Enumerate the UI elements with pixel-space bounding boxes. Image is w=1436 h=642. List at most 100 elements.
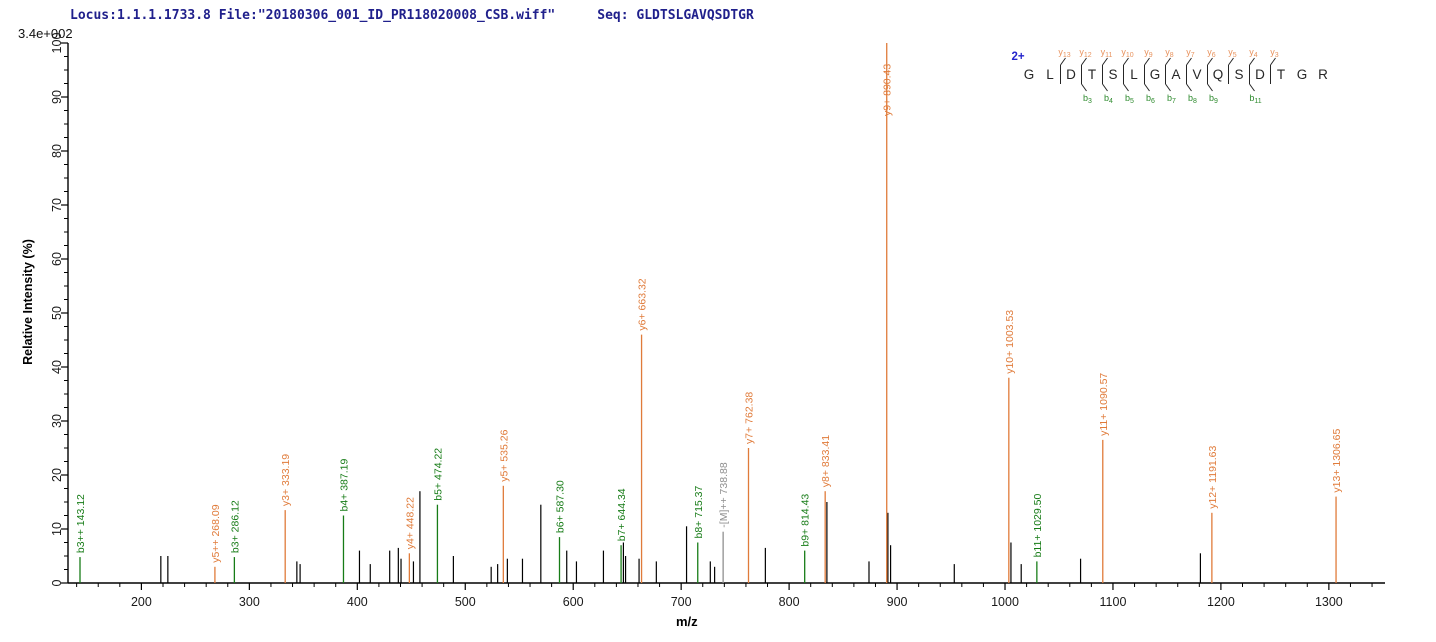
fragment-marker-y-tick	[1060, 57, 1066, 66]
fragment-marker-b-tick	[1144, 83, 1150, 92]
peak-label: y9+ 890.43	[882, 64, 894, 116]
x-tick-label: 600	[563, 595, 584, 609]
peak-label: b4+ 387.19	[338, 458, 350, 511]
sequence-residue: R	[1318, 67, 1328, 82]
y-fragment-label: y4	[1249, 47, 1258, 59]
peak-label: y12+ 1191.63	[1207, 445, 1219, 508]
x-axis-title: m/z	[676, 614, 698, 629]
peak-label: y8+ 833.41	[820, 435, 832, 487]
x-tick-label: 1300	[1315, 595, 1343, 609]
y-fragment-label: y3	[1270, 47, 1279, 59]
sequence-residue: D	[1255, 67, 1265, 82]
b-fragment-label: b4	[1104, 93, 1113, 105]
sequence-residue: V	[1192, 67, 1201, 82]
fragment-marker-y-tick	[1102, 57, 1108, 66]
precursor-charge-label: 2+	[1011, 51, 1024, 63]
b-fragment-label: b7	[1167, 93, 1176, 105]
fragment-marker-y-tick	[1207, 57, 1213, 66]
sequence-residue: T	[1277, 67, 1285, 82]
b-fragment-label: b11	[1249, 93, 1261, 105]
peak-label: y7+ 762.38	[744, 392, 756, 444]
peak-label: y13+ 1306.65	[1331, 429, 1343, 493]
b-fragment-label: b6	[1146, 93, 1155, 105]
peak-label: y3+ 333.19	[280, 454, 292, 506]
b-fragment-label: b9	[1209, 93, 1218, 105]
y-tick-label: 10	[50, 522, 64, 536]
y-tick-label: 90	[50, 90, 64, 104]
fragment-marker-y-tick	[1228, 57, 1234, 66]
y-fragment-label: y10	[1121, 47, 1133, 59]
peak-label: y4+ 448.22	[404, 497, 416, 549]
header-bar: Locus:1.1.1.1733.8 File:"20180306_001_ID…	[70, 8, 754, 23]
sequence-residue: Q	[1213, 67, 1224, 82]
x-tick-label: 400	[347, 595, 368, 609]
peak-label: b7+ 644.34	[616, 488, 628, 541]
y-fragment-label: y12	[1079, 47, 1091, 59]
y-tick-label: 70	[50, 198, 64, 212]
x-tick-label: 1200	[1207, 595, 1235, 609]
sequence-residue: G	[1297, 67, 1308, 82]
fragment-marker-b-tick	[1165, 83, 1171, 92]
peak-label: y11+ 1090.57	[1098, 373, 1110, 436]
peak-label: y5++ 268.09	[210, 504, 222, 563]
y-fragment-label: y6	[1207, 47, 1216, 59]
fragment-marker-b-tick	[1123, 83, 1129, 92]
y-tick-label: 60	[50, 252, 64, 266]
fragment-marker-b-tick	[1186, 83, 1192, 92]
b-fragment-label: b3	[1083, 93, 1092, 105]
x-tick-label: 1000	[991, 595, 1019, 609]
x-tick-label: 1100	[1100, 595, 1127, 609]
sequence-residue: S	[1108, 67, 1117, 82]
peak-label: b8+ 715.37	[693, 485, 705, 538]
peak-label: b5+ 474.22	[432, 448, 444, 501]
sequence-residue: G	[1024, 67, 1035, 82]
peak-label: y10+ 1003.53	[1004, 310, 1016, 374]
sequence-residue: A	[1171, 67, 1180, 82]
fragment-marker-b-tick	[1249, 83, 1255, 92]
peak-label: b3++ 143.12	[75, 494, 87, 553]
y-fragment-label: y5	[1228, 47, 1237, 59]
fragment-marker-y-tick	[1165, 57, 1171, 66]
locus-file-text: Locus:1.1.1.1733.8 File:"20180306_001_ID…	[70, 8, 556, 23]
sequence-residue: G	[1150, 67, 1161, 82]
sequence-residue: S	[1234, 67, 1243, 82]
peak-label: y6+ 663.32	[637, 278, 649, 330]
x-tick-label: 700	[671, 595, 692, 609]
y-fragment-label: y11	[1101, 47, 1113, 59]
x-tick-label: 200	[131, 595, 152, 609]
x-tick-label: 800	[779, 595, 800, 609]
peak-label: b3+ 286.12	[229, 500, 241, 553]
sequence-residue: D	[1066, 67, 1076, 82]
fragment-marker-y-tick	[1123, 57, 1129, 66]
fragment-marker-y-tick	[1249, 57, 1255, 66]
y-fragment-label: y13	[1058, 47, 1070, 59]
fragment-marker-y-tick	[1270, 57, 1276, 66]
fragment-marker-y-tick	[1144, 57, 1150, 66]
peak-label: -[M]++ 738.88	[718, 462, 730, 528]
b-fragment-label: b8	[1188, 93, 1197, 105]
b-fragment-label: b5	[1125, 93, 1134, 105]
fragment-marker-b-tick	[1102, 83, 1108, 92]
x-tick-label: 500	[455, 595, 476, 609]
fragment-marker-y-tick	[1186, 57, 1192, 66]
y-tick-label: 40	[50, 360, 64, 374]
y-fragment-label: y8	[1165, 47, 1174, 59]
peak-label: y5+ 535.26	[498, 429, 510, 481]
peak-label: b6+ 587.30	[555, 480, 567, 533]
y-fragment-label: y7	[1186, 47, 1195, 59]
sequence-residue: T	[1088, 67, 1096, 82]
peak-label: b9+ 814.43	[800, 494, 812, 547]
y-tick-label: 20	[50, 468, 64, 482]
intensity-scale-note: 3.4e+002	[18, 26, 73, 41]
y-tick-label: 0	[50, 579, 64, 586]
sequence-residue: L	[1130, 67, 1138, 82]
fragment-marker-y-tick	[1081, 57, 1087, 66]
peak-label: b11+ 1029.50	[1032, 493, 1044, 557]
x-tick-label: 300	[239, 595, 260, 609]
y-fragment-label: y9	[1144, 47, 1153, 59]
fragment-marker-b-tick	[1207, 83, 1213, 92]
sequence-summary-text: Seq: GLDTSLGAVQSDTGR	[597, 8, 754, 23]
fragment-marker-b-tick	[1081, 83, 1087, 92]
